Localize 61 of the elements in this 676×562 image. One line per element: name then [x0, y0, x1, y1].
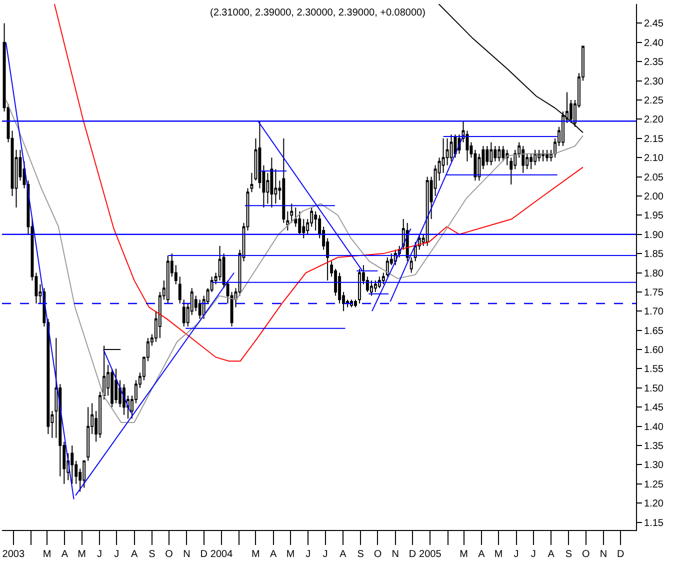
- x-tick-label: A: [130, 549, 138, 560]
- y-tick-label: 2.45: [644, 18, 664, 30]
- x-tick-label: 2003: [2, 549, 25, 560]
- y-tick-label: 2.05: [644, 172, 664, 184]
- x-tick-label: N: [600, 549, 608, 560]
- x-tick-label: M: [494, 549, 503, 560]
- y-tick-label: 2.35: [644, 57, 664, 68]
- y-tick-label: 1.40: [644, 422, 664, 433]
- y-tick-label: 1.35: [644, 441, 664, 452]
- x-tick-label: M: [78, 549, 86, 560]
- y-tick-label: 1.20: [644, 498, 664, 510]
- x-tick-label: N: [183, 549, 190, 560]
- chart-title: (2.31000, 2.39000, 2.30000, 2.39000, +0.08000): [210, 7, 426, 18]
- y-tick-label: 1.65: [644, 326, 664, 337]
- x-tick-label: O: [582, 549, 590, 560]
- y-tick-label: 2.25: [644, 95, 664, 106]
- y-tick-label: 1.90: [644, 230, 664, 241]
- y-tick-label: 2.15: [644, 134, 664, 145]
- x-tick-label: J: [114, 549, 120, 560]
- y-tick-label: 1.55: [644, 364, 664, 376]
- x-tick-label: J: [514, 549, 519, 560]
- x-tick-label: A: [340, 549, 347, 560]
- x-tick-label: A: [478, 549, 486, 560]
- x-tick-label: D: [616, 549, 624, 560]
- x-tick-label: D: [200, 549, 208, 560]
- x-tick-label: S: [357, 549, 364, 560]
- x-tick-label: O: [374, 549, 382, 560]
- y-tick-label: 1.75: [644, 287, 664, 298]
- x-tick-label: M: [252, 549, 260, 560]
- x-tick-label: A: [270, 549, 278, 560]
- x-tick-label: 2004: [210, 549, 234, 560]
- x-tick-label: J: [322, 549, 328, 560]
- y-tick-label: 1.60: [644, 345, 664, 356]
- y-tick-label: 2.30: [644, 76, 664, 88]
- y-tick-label: 1.85: [644, 249, 664, 260]
- x-tick-label: 2005: [419, 549, 442, 560]
- x-tick-label: J: [96, 549, 102, 560]
- x-tick-label: J: [306, 549, 311, 560]
- y-tick-label: 1.25: [644, 479, 664, 490]
- x-tick-label: M: [460, 549, 468, 560]
- x-tick-label: A: [548, 549, 555, 560]
- x-tick-label: D: [408, 549, 416, 560]
- y-tick-label: 2.10: [644, 153, 664, 164]
- x-tick-label: S: [148, 549, 156, 560]
- y-tick-label: 1.80: [644, 268, 664, 280]
- x-tick-label: O: [165, 549, 174, 560]
- x-tick-label: M: [286, 549, 295, 560]
- x-tick-label: J: [530, 549, 536, 560]
- y-tick-label: 2.00: [644, 191, 664, 202]
- y-tick-label: 1.70: [644, 306, 664, 318]
- x-tick-label: M: [42, 549, 52, 560]
- x-tick-label: A: [61, 549, 68, 560]
- y-tick-label: 1.30: [644, 460, 664, 472]
- y-tick-label: 1.95: [644, 210, 664, 222]
- y-tick-label: 2.20: [644, 114, 664, 126]
- x-tick-label: S: [565, 549, 572, 560]
- y-tick-label: 2.40: [644, 38, 664, 49]
- y-tick-label: 1.15: [644, 518, 664, 529]
- y-tick-label: 1.45: [644, 402, 664, 414]
- y-tick-label: 1.50: [644, 383, 664, 394]
- x-tick-label: N: [392, 549, 400, 560]
